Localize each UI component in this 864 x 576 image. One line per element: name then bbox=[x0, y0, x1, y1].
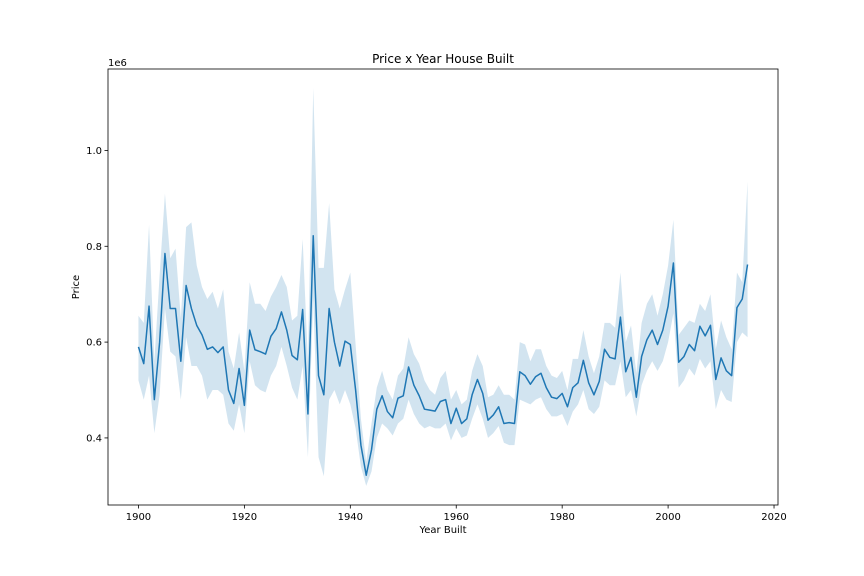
confidence-band-layer bbox=[138, 88, 748, 486]
plot-frame bbox=[107, 68, 779, 506]
y-offset-label: 1e6 bbox=[108, 58, 127, 69]
x-tick-label: 2020 bbox=[761, 512, 786, 523]
confidence-band bbox=[138, 88, 748, 486]
y-axis: 0.4 0.6 0.8 1.0 bbox=[86, 146, 108, 444]
y-axis-label: Price bbox=[71, 275, 82, 299]
x-tick-label: 1900 bbox=[126, 512, 151, 523]
x-axis-label: Year Built bbox=[418, 525, 466, 536]
x-tick-label: 1960 bbox=[444, 512, 469, 523]
x-tick-label: 1940 bbox=[338, 512, 363, 523]
x-tick-label: 2000 bbox=[655, 512, 680, 523]
y-tick-label: 1.0 bbox=[86, 146, 102, 157]
y-tick-label: 0.8 bbox=[86, 242, 102, 253]
chart-title: Price x Year House Built bbox=[372, 52, 514, 66]
series-line bbox=[137, 234, 749, 477]
y-tick-label: 0.6 bbox=[86, 338, 102, 349]
x-tick-label: 1980 bbox=[549, 512, 574, 523]
x-tick-label: 1920 bbox=[232, 512, 257, 523]
y-tick-label: 0.4 bbox=[86, 433, 102, 444]
series-line-layer bbox=[137, 234, 749, 477]
x-axis: 1900 1920 1940 1960 1980 2000 2020 bbox=[126, 505, 787, 523]
